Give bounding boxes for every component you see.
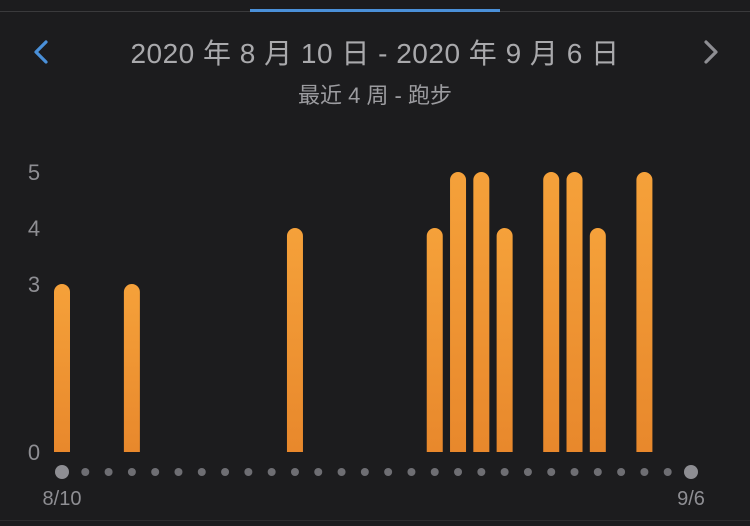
bar-9/4[interactable] <box>636 172 653 452</box>
y-axis: 0 3 4 5 <box>28 160 40 465</box>
day-dot-8/26[interactable] <box>430 468 439 476</box>
day-dot-8/25[interactable] <box>407 468 416 476</box>
day-dot-8/19[interactable] <box>267 468 276 476</box>
day-dot-8/28[interactable] <box>477 468 486 476</box>
x-axis-labels: 8/10 9/6 <box>43 488 705 510</box>
day-dot-8/15[interactable] <box>174 468 183 476</box>
day-dot-8/12[interactable] <box>104 468 113 476</box>
y-tick-label: 4 <box>28 216 40 241</box>
day-dot-8/20[interactable] <box>290 468 299 476</box>
bar-8/31[interactable] <box>543 172 560 452</box>
bar-8/13[interactable] <box>123 284 140 452</box>
day-dot-8/21[interactable] <box>314 468 323 476</box>
y-tick-label: 0 <box>28 440 40 465</box>
day-dot-8/22[interactable] <box>337 468 346 476</box>
chevron-right-icon <box>704 40 718 64</box>
bar-8/10[interactable] <box>54 284 70 452</box>
day-dot-8/16[interactable] <box>197 468 206 476</box>
bar-8/27[interactable] <box>450 172 467 452</box>
day-dot-8/13[interactable] <box>127 468 136 476</box>
bar-8/20[interactable] <box>286 228 303 452</box>
x-start-label: 8/10 <box>43 488 82 510</box>
day-dot-9/4[interactable] <box>640 468 649 476</box>
bar-8/28[interactable] <box>473 172 490 452</box>
bars <box>54 172 653 452</box>
x-axis-dots <box>55 465 698 479</box>
day-dot-9/5[interactable] <box>663 468 672 476</box>
day-dot-8/23[interactable] <box>360 468 369 476</box>
previous-period-button[interactable] <box>26 34 56 70</box>
day-dot-8/14[interactable] <box>151 468 160 476</box>
period-subtitle: 最近 4 周 - 跑步 <box>297 83 452 108</box>
y-tick-label: 5 <box>28 160 40 185</box>
day-dot-9/6[interactable] <box>684 465 698 479</box>
day-dot-9/1[interactable] <box>570 468 579 476</box>
day-dot-8/10[interactable] <box>55 465 69 479</box>
bar-9/2[interactable] <box>589 228 606 452</box>
day-dot-8/11[interactable] <box>81 468 90 476</box>
day-dot-8/31[interactable] <box>547 468 556 476</box>
day-dot-8/30[interactable] <box>523 468 532 476</box>
day-dot-9/3[interactable] <box>617 468 626 476</box>
bar-8/26[interactable] <box>426 228 443 452</box>
x-end-label: 9/6 <box>677 488 705 510</box>
day-dot-8/27[interactable] <box>454 468 463 476</box>
next-period-button[interactable] <box>696 34 726 70</box>
day-dot-8/29[interactable] <box>500 468 509 476</box>
day-dot-9/2[interactable] <box>593 468 602 476</box>
active-tab-indicator <box>250 9 500 12</box>
bar-8/29[interactable] <box>496 228 513 452</box>
day-dot-8/18[interactable] <box>244 468 253 476</box>
chevron-left-icon <box>34 40 48 64</box>
bottom-divider <box>0 520 750 521</box>
date-range-title: 2020 年 8 月 10 日 - 2020 年 9 月 6 日 <box>130 38 620 69</box>
day-dot-8/17[interactable] <box>221 468 230 476</box>
y-tick-label: 3 <box>28 272 40 297</box>
day-dot-8/24[interactable] <box>384 468 393 476</box>
bar-9/1[interactable] <box>566 172 583 452</box>
